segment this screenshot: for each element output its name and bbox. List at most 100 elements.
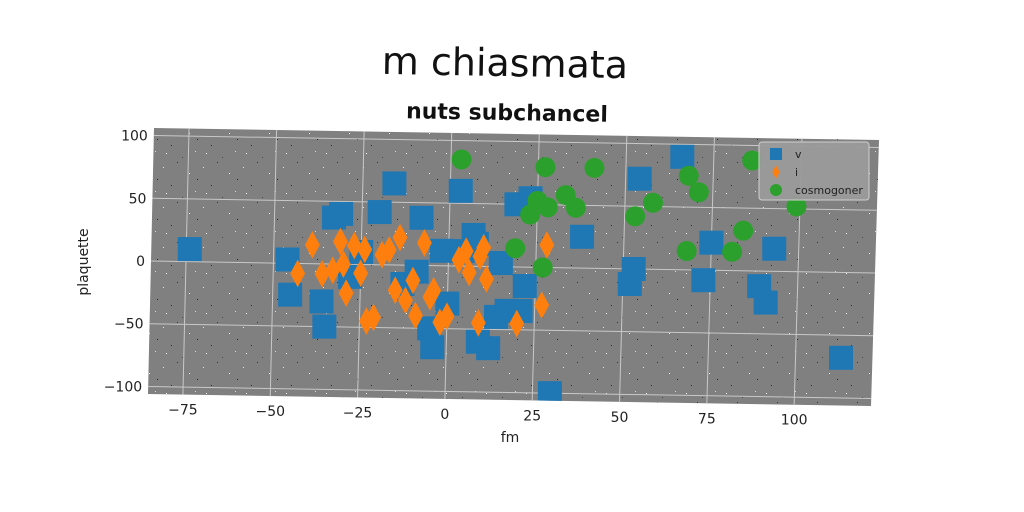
data-point [387,276,403,304]
data-point [625,206,646,227]
x-tick-label: −50 [255,404,285,420]
data-point [512,274,537,299]
data-point [177,237,202,262]
data-point [405,266,421,295]
data-point [691,268,716,293]
data-point [338,279,354,307]
data-point [584,157,605,178]
data-point [420,335,445,360]
data-point [357,235,373,264]
data-point [381,236,397,264]
data-point [722,241,743,262]
data-point [570,224,595,249]
data-point [476,233,492,262]
data-point [332,227,348,256]
chart-title: m chiasmata [382,39,629,87]
data-point [532,257,553,278]
y-grid-line [149,323,874,337]
y-axis-label: plaquette [76,228,92,295]
data-point [461,258,477,287]
data-point [275,247,300,272]
y-grid-line [153,135,879,149]
series-cosmogoner [451,149,807,278]
legend-label: i [795,166,798,179]
data-point [688,182,709,203]
data-point [416,229,432,257]
data-point [733,220,754,241]
data-point [335,250,351,278]
x-tick-label: −25 [343,405,373,421]
data-point [753,290,778,315]
data-point [537,381,562,406]
data-point [627,166,652,191]
legend-label: cosmogoner [795,184,863,197]
x-tick-label: 0 [440,407,449,423]
data-point [458,237,474,265]
data-point [565,197,586,218]
data-point [470,309,486,337]
legend-marker [770,148,782,160]
data-point [312,314,337,339]
legend-box [758,141,870,201]
data-point [535,157,556,178]
data-point [509,309,525,338]
x-tick-label: 50 [611,410,629,426]
data-point [670,144,695,169]
data-point [505,238,526,259]
data-point [762,236,787,261]
data-point [366,303,381,332]
data-point [314,260,330,288]
legend-marker [772,165,780,179]
data-point [329,201,354,226]
x-tick-label: 25 [523,408,541,424]
data-point [451,149,472,170]
y-grid-line [148,385,872,399]
data-point [309,289,334,314]
y-tick-label: −50 [114,317,144,333]
data-point [408,301,423,330]
data-point [325,256,341,285]
data-point [439,302,455,330]
data-point [382,171,407,196]
data-point [409,205,434,230]
data-point [432,308,448,337]
data-point [290,259,306,288]
axis-ticks: −75 −50 −25 0 25 50 75 100 −100 −50 0 50 100 [104,129,808,429]
data-point [353,259,369,288]
data-point [448,178,473,203]
data-point [742,150,763,171]
legend-label: v [795,148,802,161]
data-point [539,231,555,259]
data-point [346,231,362,260]
x-tick-label: 100 [781,413,808,429]
y-tick-label: 0 [136,254,145,270]
y-grid-line [150,260,876,274]
data-point [699,230,724,255]
data-point [397,286,413,315]
data-point [678,165,699,186]
y-tick-label: 50 [129,191,147,207]
data-point [392,223,408,252]
data-point [278,282,303,307]
data-point [621,257,646,281]
data-point [828,345,853,370]
data-marks [177,144,853,406]
data-point [643,192,663,213]
data-point [534,291,550,319]
x-tick-label: 75 [698,411,716,427]
data-point [786,196,807,217]
legend: vi cosmogoner [758,141,870,201]
data-point [676,241,697,262]
y-tick-label: 100 [121,129,148,145]
x-tick-label: −75 [168,403,198,419]
data-point [429,238,454,263]
data-point [476,336,501,361]
data-point [537,197,558,218]
data-point [367,200,392,225]
chart-subtitle: nuts subchancel [406,99,608,128]
data-point [479,265,494,293]
data-point [426,276,442,305]
series-i [290,223,555,338]
